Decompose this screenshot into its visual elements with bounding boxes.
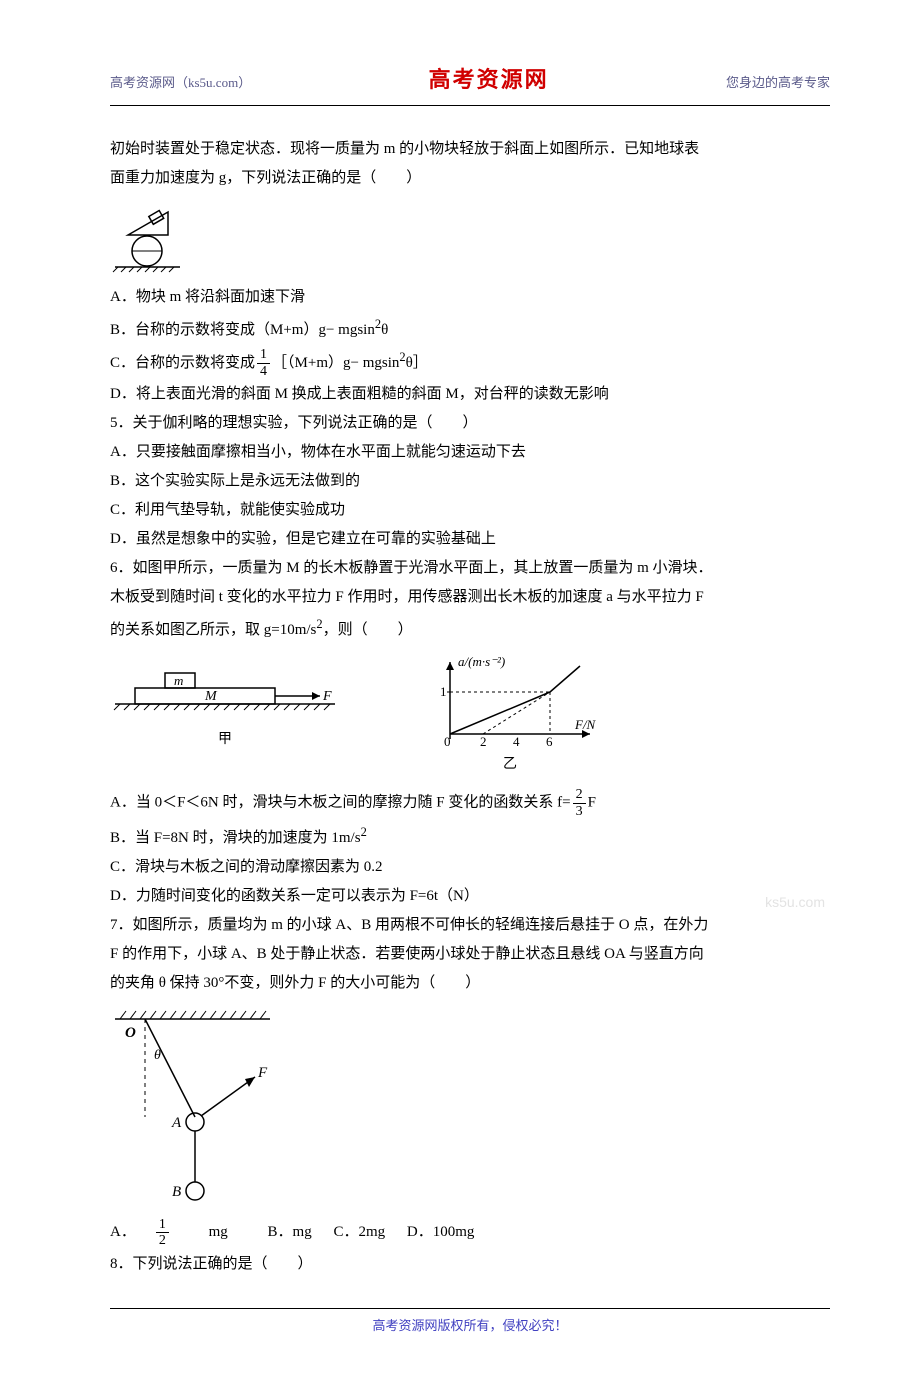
fraction-icon: 23 (573, 787, 586, 819)
svg-text:O: O (125, 1025, 136, 1041)
pendulum-icon: O θ A B F (110, 1007, 280, 1207)
svg-text:F: F (257, 1065, 268, 1081)
q5-option-a: A．只要接触面摩擦相当小，物体在水平面上就能匀速运动下去 (110, 439, 830, 466)
q7-option-d: D．100mg (407, 1224, 475, 1240)
q6-stem-line2: 木板受到随时间 t 变化的水平拉力 F 作用时，用传感器测出长木板的加速度 a … (110, 584, 830, 611)
q6-stem-line1: 6．如图甲所示，一质量为 M 的长木板静置于光滑水平面上，其上放置一质量为 m … (110, 555, 830, 582)
q6-option-d: D．力随时间变化的函数关系一定可以表示为 F=6t（N） (110, 883, 830, 910)
q4-option-a: A．物块 m 将沿斜面加速下滑 (110, 284, 830, 311)
block-plank-icon: M m F (110, 654, 340, 724)
q5-option-d: D．虽然是想象中的实验，但是它建立在可靠的实验基础上 (110, 526, 830, 553)
q6-option-b: B．当 F=8N 时，滑块的加速度为 1m/s2 (110, 821, 830, 852)
content-body: 初始时装置处于稳定状态．现将一质量为 m 的小物块轻放于斜面上如图所示．已知地球… (110, 136, 830, 1278)
svg-text:F: F (322, 689, 332, 704)
q6-option-a: A．当 0＜F＜6N 时，滑块与木板之间的摩擦力随 F 变化的函数关系 f=23… (110, 787, 830, 819)
svg-text:2: 2 (480, 734, 487, 749)
q7-options: A．12 mg B．mg C．2mg D．100mg (110, 1217, 830, 1249)
page-footer: 高考资源网版权所有，侵权必究！ (110, 1308, 830, 1337)
svg-text:6: 6 (546, 734, 553, 749)
q7-option-a: A．12 mg (110, 1224, 246, 1240)
svg-text:θ: θ (154, 1048, 161, 1063)
q7-option-b: B．mg (268, 1224, 312, 1240)
q4-intro-line1: 初始时装置处于稳定状态．现将一质量为 m 的小物块轻放于斜面上如图所示．已知地球… (110, 136, 830, 163)
incline-scale-icon (110, 202, 185, 274)
q7-option-c: C．2mg (333, 1224, 385, 1240)
q6-caption-left: 甲 (110, 727, 340, 752)
svg-text:a/(m·s⁻²): a/(m·s⁻²) (458, 654, 505, 669)
graph-icon: a/(m·s⁻²) F/N 1 0 2 4 6 (420, 654, 600, 749)
q6-figure-right: a/(m·s⁻²) F/N 1 0 2 4 6 乙 (420, 654, 600, 777)
svg-text:M: M (204, 689, 218, 704)
svg-text:0: 0 (444, 734, 451, 749)
q6-option-c: C．滑块与木板之间的滑动摩擦因素为 0.2 (110, 854, 830, 881)
q8-stem: 8．下列说法正确的是（ ） (110, 1251, 830, 1278)
q4-figure (110, 202, 830, 274)
header-left-text: 高考资源网（ks5u.com） (110, 71, 251, 94)
header-right-text: 您身边的高考专家 (726, 71, 830, 94)
q4-option-d: D．将上表面光滑的斜面 M 换成上表面粗糙的斜面 M，对台秤的读数无影响 (110, 381, 830, 408)
svg-text:4: 4 (513, 734, 520, 749)
page-header: 高考资源网（ks5u.com） 高考资源网 您身边的高考专家 (110, 60, 830, 106)
q6-figure-left: M m F 甲 (110, 654, 340, 752)
fraction-icon: 14 (257, 347, 270, 379)
svg-text:B: B (172, 1184, 181, 1200)
svg-text:1: 1 (440, 684, 447, 699)
q7-stem-line2: F 的作用下，小球 A、B 处于静止状态．若要使两小球处于静止状态且悬线 OA … (110, 941, 830, 968)
q7-figure: O θ A B F (110, 1007, 830, 1207)
q5-stem: 5．关于伽利略的理想实验，下列说法正确的是（ ） (110, 410, 830, 437)
fraction-icon: 12 (156, 1217, 187, 1249)
q7-stem-line3: 的夹角 θ 保持 30°不变，则外力 F 的大小可能为（ ） (110, 970, 830, 997)
svg-text:A: A (171, 1115, 182, 1131)
q5-option-c: C．利用气垫导轨，就能使实验成功 (110, 497, 830, 524)
header-center-title: 高考资源网 (429, 60, 549, 100)
svg-text:m: m (174, 673, 183, 688)
q7-stem-line1: 7．如图所示，质量均为 m 的小球 A、B 用两根不可伸长的轻绳连接后悬挂于 O… (110, 912, 830, 939)
q6-caption-right: 乙 (420, 752, 600, 777)
q6-stem-line3: 的关系如图乙所示，取 g=10m/s2，则（ ） (110, 613, 830, 644)
q5-option-b: B．这个实验实际上是永远无法做到的 (110, 468, 830, 495)
svg-text:F/N: F/N (574, 717, 597, 732)
q6-figure-row: M m F 甲 a/(m·s⁻²) F/N 1 0 2 4 (110, 654, 830, 777)
q4-option-b: B．台称的示数将变成（M+m）g− mgsin2θ (110, 313, 830, 344)
q4-intro-line2: 面重力加速度为 g，下列说法正确的是（ ） (110, 165, 830, 192)
q4-option-c: C．台称的示数将变成14［（M+m）g− mgsin2θ］ (110, 346, 830, 379)
